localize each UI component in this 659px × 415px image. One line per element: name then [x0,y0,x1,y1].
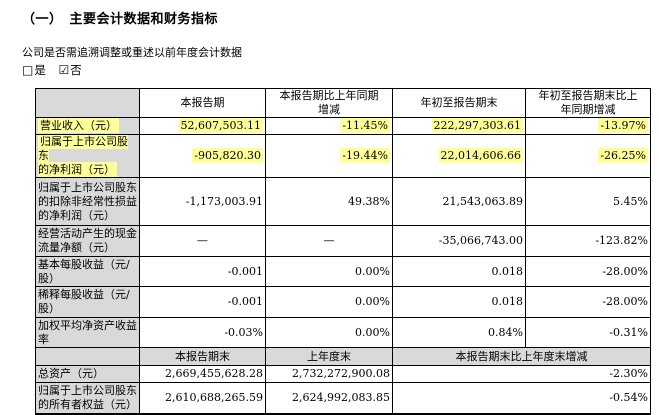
header-prior-year-end: 上年度末 [265,347,393,366]
metric-value: 0.018 [392,256,526,287]
header-current-period: 本报告期 [139,88,266,118]
metric-value: 5.45% [525,177,651,226]
metric-value: 21,543,063.89 [392,177,526,226]
metric-value: 0.00% [265,286,393,318]
metric-value: 49.38% [265,177,393,226]
option-yes: □是 [22,63,46,77]
metric-value: -1,173,003.91 [139,177,266,226]
metric-value: -0.001 [139,286,266,318]
header-empty-cell [35,88,140,118]
metric-value: -905,820.30 [139,134,266,178]
option-no-label: 否 [70,63,82,77]
row-label: 总资产（元） [35,365,140,383]
table-row-shareholders-equity: 归属于上市公司股东 的所有者权益（元） 2,610,688,265.59 2,6… [35,382,651,414]
metric-value: 0.00% [265,256,393,287]
metric-value: -123.82% [525,225,651,257]
option-no: ☑否 [59,63,82,77]
checkbox-checked-icon: ☑ [58,63,70,77]
metric-value: -28.00% [525,286,651,318]
metric-value: -13.97% [525,117,651,135]
metric-value: 0.00% [265,317,393,348]
metric-value: -0.03% [139,317,266,348]
row-label: 营业收入（元） [35,117,140,135]
header-ytd: 年初至报告期末 [392,88,526,118]
financial-indicators-table: 本报告期 本报告期比上年同期 增减 年初至报告期末 年初至报告期末比上 年同期增… [35,88,651,415]
header-period-end: 本报告期末 [139,347,266,366]
table-row-weighted-avg-roe: 加权平均净资产收益 率 -0.03% 0.00% 0.84% -0.31% [35,317,651,348]
table-row-basic-eps: 基本每股收益（元/ 股） -0.001 0.00% 0.018 -28.00% [35,256,651,287]
metric-value: — [139,225,266,257]
metric-value: 2,669,455,628.28 [139,365,266,383]
row-label: 归属于上市公司股东 的所有者权益（元） [35,382,140,414]
restatement-options: □是 ☑否 [22,62,91,78]
row-label: 加权平均净资产收益 率 [35,317,140,348]
metric-value: 22,014,606.66 [392,134,526,178]
table-row-revenue: 营业收入（元） 52,607,503.11 -11.45% 222,297,30… [35,117,651,135]
header-ytd-yoy: 年初至报告期末比上 年同期增减 [525,88,651,118]
section-title: （一） 主要会计数据和财务指标 [22,12,219,27]
row-label: 基本每股收益（元/ 股） [35,256,140,287]
metric-value: -19.44% [265,134,393,178]
metric-value: 2,624,992,083.85 [265,382,393,414]
checkbox-unchecked-icon: □ [22,63,34,77]
table-header-row-2: 本报告期末 上年度末 本报告期末比上年度末增减 [35,347,651,366]
table-row-net-profit-excl-nonrecurring: 归属于上市公司股东 的扣除非经常性损益 的净利润（元） -1,173,003.9… [35,177,651,226]
metric-value: 52,607,503.11 [139,117,266,135]
option-yes-label: 是 [34,63,46,77]
header-period-end-change: 本报告期末比上年度末增减 [392,347,651,366]
metric-value: -0.54% [392,382,651,414]
row-label: 归属于上市公司股东 的扣除非经常性损益 的净利润（元） [35,177,140,226]
metric-value: -11.45% [265,117,393,135]
header-empty-cell [35,347,140,366]
table-row-total-assets: 总资产（元） 2,669,455,628.28 2,732,272,900.08… [35,365,651,383]
metric-value: -2.30% [392,365,651,383]
metric-value: -0.31% [525,317,651,348]
table-header-row-1: 本报告期 本报告期比上年同期 增减 年初至报告期末 年初至报告期末比上 年同期增… [35,88,651,118]
table-row-operating-cash-flow: 经营活动产生的现金 流量净额（元） — — -35,066,743.00 -12… [35,225,651,257]
row-label: 归属于上市公司股东 的净利润（元） [35,134,140,178]
metric-value: 2,732,272,900.08 [265,365,393,383]
table-row-net-profit: 归属于上市公司股东 的净利润（元） -905,820.30 -19.44% 22… [35,134,651,178]
metric-value: -26.25% [525,134,651,178]
metric-value: 222,297,303.61 [392,117,526,135]
metric-value: -28.00% [525,256,651,287]
metric-value: — [265,225,393,257]
table-row-diluted-eps: 稀释每股收益（元/ 股） -0.001 0.00% 0.018 -28.00% [35,286,651,318]
restatement-question: 公司是否需追溯调整或重述以前年度会计数据 [22,46,242,59]
metric-value: 0.018 [392,286,526,318]
metric-value: 2,610,688,265.59 [139,382,266,414]
header-current-period-yoy: 本报告期比上年同期 增减 [265,88,393,118]
metric-value: -0.001 [139,256,266,287]
metric-value: 0.84% [392,317,526,348]
metric-value: -35,066,743.00 [392,225,526,257]
row-label: 经营活动产生的现金 流量净额（元） [35,225,140,257]
row-label: 稀释每股收益（元/ 股） [35,286,140,318]
